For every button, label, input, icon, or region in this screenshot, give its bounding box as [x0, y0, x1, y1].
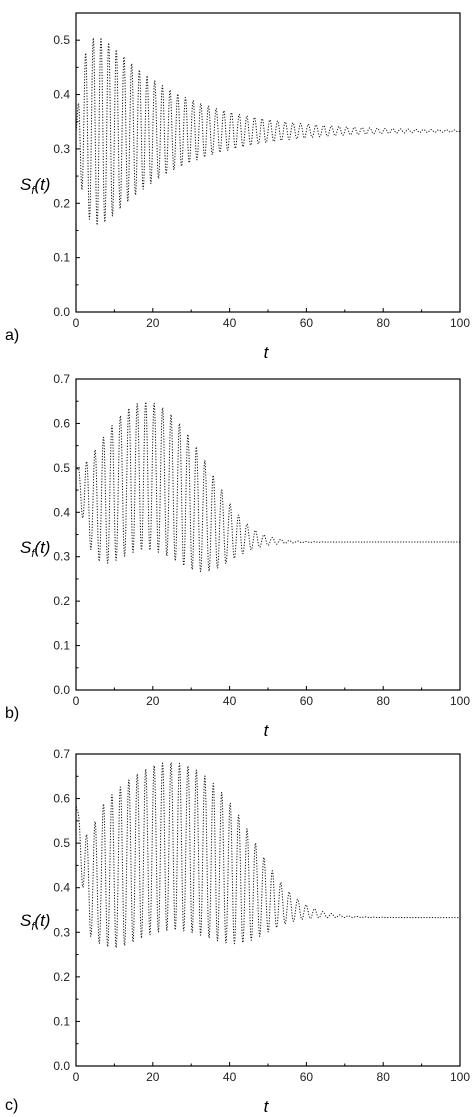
- y-tick-label: 0.0: [53, 305, 70, 319]
- x-tick-label: 60: [300, 694, 314, 708]
- x-tick-label: 80: [377, 694, 391, 708]
- x-tick-label: 0: [73, 694, 80, 708]
- y-tick-label: 0.0: [53, 1059, 70, 1073]
- y-tick-label: 0.3: [53, 550, 70, 564]
- x-axis-title: t: [264, 343, 270, 362]
- y-axis-title-subscript: f: [31, 185, 35, 197]
- y-tick-label: 0.2: [53, 970, 70, 984]
- x-axis-title: t: [264, 1097, 270, 1116]
- x-tick-label: 60: [300, 1070, 314, 1084]
- series-line: [75, 761, 460, 949]
- x-tick-label: 0: [73, 1070, 80, 1084]
- y-tick-label: 0.3: [53, 142, 70, 156]
- panel-label: c): [5, 1097, 18, 1114]
- x-tick-label: 40: [223, 1070, 237, 1084]
- chart-panel-2: 0 20 40 60 80 100 0.0 0.1 0.2 0.3 0.4 0.5 0.6 0.7 t Sf(…: [5, 372, 470, 740]
- plot-frame: [75, 378, 461, 691]
- chart-panel-1: 0 20 40 60 80 100 0.0 0.1 0.2 0.3 0.4 0.5 t Sf(t) a): [5, 12, 470, 362]
- series-line: [75, 36, 461, 227]
- x-tick-label: 80: [377, 1070, 391, 1084]
- y-tick-label: 0.5: [53, 836, 70, 850]
- y-axis-title-main: S: [20, 911, 32, 930]
- y-tick-label: 0.1: [53, 251, 70, 265]
- y-tick-label: 0.7: [53, 372, 70, 386]
- y-tick-label: 0.0: [53, 683, 70, 697]
- y-tick-label: 0.6: [53, 792, 70, 806]
- x-tick-label: 60: [300, 316, 314, 330]
- y-tick-label: 0.2: [53, 594, 70, 608]
- y-axis-title: Sf(t): [20, 538, 50, 560]
- y-tick-label: 0.4: [53, 505, 70, 519]
- y-axis-title-subscript: f: [31, 921, 35, 933]
- x-tick-label: 40: [223, 694, 237, 708]
- y-tick-label: 0.5: [53, 461, 70, 475]
- y-tick-label: 0.6: [53, 416, 70, 430]
- y-tick-label: 0.1: [53, 1014, 70, 1028]
- chart-panel-3: 0 20 40 60 80 100 0.0 0.1 0.2 0.3 0.4 0.5 0.6 0.7 t Sf(…: [5, 747, 470, 1116]
- y-tick-label: 0.1: [53, 639, 70, 653]
- y-tick-label: 0.3: [53, 925, 70, 939]
- y-tick-label: 0.4: [53, 88, 70, 102]
- x-tick-label: 100: [450, 316, 470, 330]
- x-tick-label: 0: [73, 316, 80, 330]
- x-tick-label: 20: [146, 694, 160, 708]
- y-axis-title-suffix: (t): [34, 175, 50, 194]
- y-axis-title-suffix: (t): [34, 911, 50, 930]
- y-tick-label: 0.2: [53, 196, 70, 210]
- x-tick-label: 20: [146, 1070, 160, 1084]
- panel-label: b): [5, 705, 19, 722]
- x-tick-label: 80: [377, 316, 391, 330]
- y-tick-label: 0.5: [53, 33, 70, 47]
- y-axis-title-main: S: [20, 538, 32, 557]
- x-tick-label: 100: [450, 1070, 470, 1084]
- x-tick-label: 40: [223, 316, 237, 330]
- y-axis-title-main: S: [20, 175, 32, 194]
- plot-frame: [75, 753, 461, 1067]
- panel-label: a): [5, 327, 19, 344]
- y-axis-title-subscript: f: [31, 548, 35, 560]
- x-axis-title: t: [264, 721, 270, 740]
- x-tick-label: 100: [450, 694, 470, 708]
- plot-frame: [75, 12, 461, 313]
- series-line: [75, 401, 460, 573]
- y-axis-title: Sf(t): [20, 175, 50, 197]
- y-tick-label: 0.4: [53, 881, 70, 895]
- y-axis-title-suffix: (t): [34, 538, 50, 557]
- y-axis-title: Sf(t): [20, 911, 50, 933]
- x-tick-label: 20: [146, 316, 160, 330]
- y-tick-label: 0.7: [53, 747, 70, 761]
